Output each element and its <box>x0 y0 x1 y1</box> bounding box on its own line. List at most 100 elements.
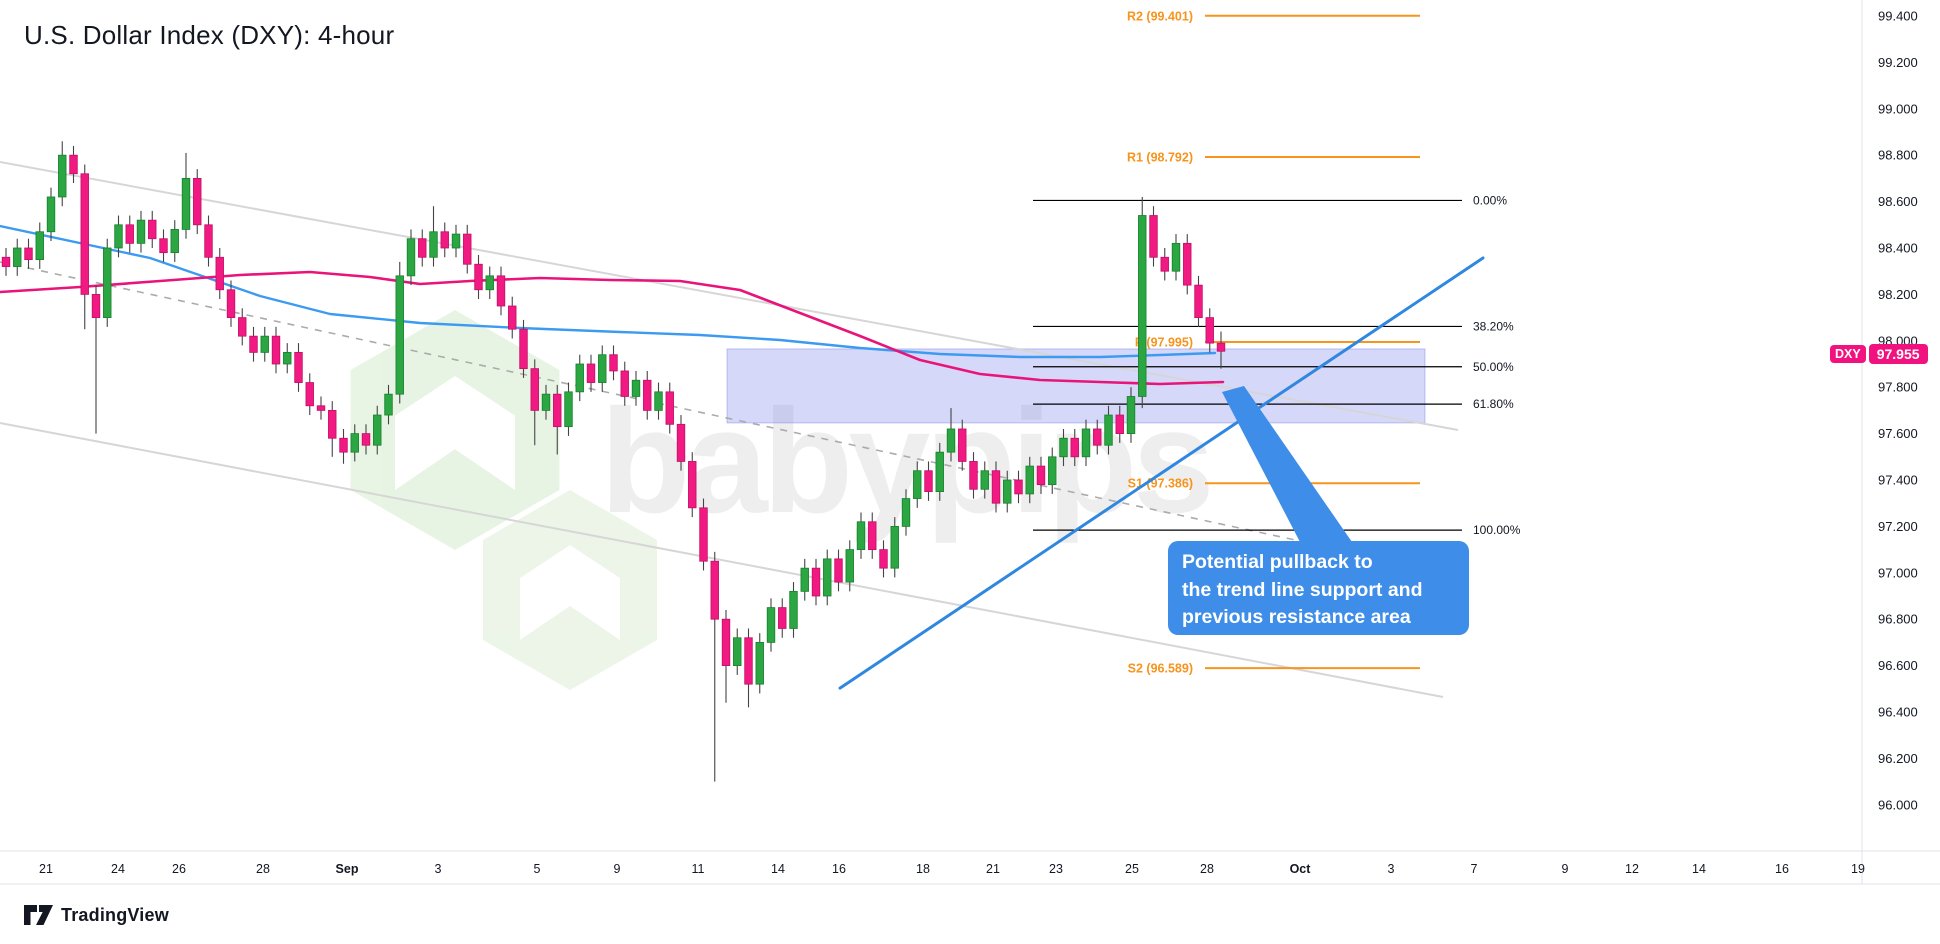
candle-down <box>148 219 157 240</box>
page-title: U.S. Dollar Index (DXY): 4-hour <box>24 20 395 50</box>
candle-up <box>1081 428 1091 458</box>
candle-down <box>294 351 303 383</box>
candle-up <box>13 247 22 267</box>
candle-up <box>1104 414 1113 446</box>
candle-up <box>1171 242 1181 272</box>
price-axis-label: 97.400 <box>1878 473 1918 488</box>
candle-down <box>811 567 821 597</box>
price-axis-label: 97.200 <box>1878 519 1918 534</box>
candle-down <box>834 558 843 583</box>
date-axis-label: 11 <box>692 862 705 876</box>
candle-up <box>901 498 911 527</box>
date-axis-label: 28 <box>1200 862 1214 876</box>
pink-moving-average[interactable] <box>0 270 1225 386</box>
tradingview-brand-text: TradingView <box>61 904 169 925</box>
date-axis-label: 14 <box>1692 862 1706 876</box>
candle-up <box>564 391 573 428</box>
candle-down <box>463 233 472 265</box>
callout-line-1: Potential pullback to <box>1182 551 1373 573</box>
fib-label: 38.20% <box>1473 319 1514 333</box>
candle-down <box>699 507 708 562</box>
candle-down <box>778 607 787 629</box>
candle-up <box>46 196 56 233</box>
last-price-value: 97.955 <box>1868 344 1928 364</box>
candle-down <box>226 289 236 319</box>
candle-down <box>1115 414 1124 435</box>
date-axis-label: Sep <box>336 862 359 876</box>
candle-down <box>586 363 596 383</box>
candle-down <box>924 470 933 493</box>
price-axis-label: 96.000 <box>1878 797 1918 812</box>
last-price-badge[interactable]: DXY 97.955 <box>1830 344 1928 364</box>
candle-up <box>485 275 494 291</box>
date-axis-label: 26 <box>172 862 186 876</box>
price-axis-label: 97.000 <box>1878 565 1918 580</box>
candle-down <box>553 393 562 428</box>
support-resistance-zone[interactable] <box>726 348 1426 424</box>
candle-down <box>1205 317 1214 344</box>
candle-down <box>1014 479 1023 495</box>
candle-down <box>676 423 686 462</box>
candle-down <box>91 293 101 318</box>
candle-down <box>688 461 697 509</box>
tradingview-brand[interactable]: TradingView <box>24 903 169 927</box>
candle-down <box>1194 284 1203 318</box>
candle-up <box>654 391 663 411</box>
candle-up <box>1126 396 1136 435</box>
candle-down <box>316 405 326 411</box>
candlestick-series[interactable] <box>1 141 1226 782</box>
candle-down <box>643 379 652 411</box>
date-axis-label: Oct <box>1290 862 1312 876</box>
price-axis-label: 98.400 <box>1878 241 1918 256</box>
fib-retracement[interactable]: 0.00% 38.20% 50.00% 61.80% 100.00% <box>1033 193 1521 537</box>
annotation-callout[interactable]: Potential pullback to the trend line sup… <box>1168 541 1469 635</box>
candle-down <box>969 461 978 490</box>
candle-down <box>958 428 967 462</box>
candle-down <box>1 256 11 267</box>
candle-down <box>238 317 247 337</box>
date-axis-label: 24 <box>111 862 125 876</box>
callout-line-3: previous resistance area <box>1182 606 1411 628</box>
candle-up <box>845 549 854 583</box>
candle-up <box>373 414 382 446</box>
candle-down <box>271 335 281 365</box>
candle-up <box>1059 437 1068 458</box>
candle-down <box>125 224 134 244</box>
candle-down <box>1070 437 1079 458</box>
candle-up <box>170 229 179 254</box>
candle-up <box>35 231 44 260</box>
candle-up <box>1138 215 1147 397</box>
blue-moving-average[interactable] <box>0 224 1217 359</box>
candle-up <box>103 247 112 318</box>
price-axis-label: 99.000 <box>1878 101 1918 116</box>
date-axis-label: 9 <box>614 862 621 876</box>
candle-down <box>665 391 674 425</box>
candle-down <box>1093 428 1102 446</box>
candle-down <box>1216 342 1226 352</box>
candle-down <box>328 409 337 439</box>
candle-down <box>519 328 528 370</box>
date-axis-label: 23 <box>1049 862 1063 876</box>
candle-up <box>800 567 809 592</box>
candle-down <box>339 437 348 453</box>
price-axis-label: 96.800 <box>1878 612 1918 627</box>
candle-down <box>69 154 78 175</box>
date-axis-label: 21 <box>986 862 1000 876</box>
candle-down <box>80 173 89 295</box>
candle-down <box>193 177 202 226</box>
candle-up <box>980 470 989 490</box>
rising-trendline[interactable] <box>838 256 1485 690</box>
fib-label: 100.00% <box>1473 523 1521 537</box>
fib-label: 0.00% <box>1473 193 1507 207</box>
candle-up <box>766 607 776 643</box>
candle-up <box>350 433 359 453</box>
price-axis-label: 96.200 <box>1878 751 1918 766</box>
tradingview-logo-icon <box>24 905 53 925</box>
pivot-label: S1 (97.386) <box>1128 477 1193 491</box>
pivot-levels[interactable]: R2 (99.401) R1 (98.792) P (97.995) S1 (97.3… <box>1127 9 1420 676</box>
date-axis-label: 16 <box>1775 862 1789 876</box>
price-axis-label: 99.400 <box>1878 9 1918 24</box>
candle-down <box>1160 256 1169 272</box>
